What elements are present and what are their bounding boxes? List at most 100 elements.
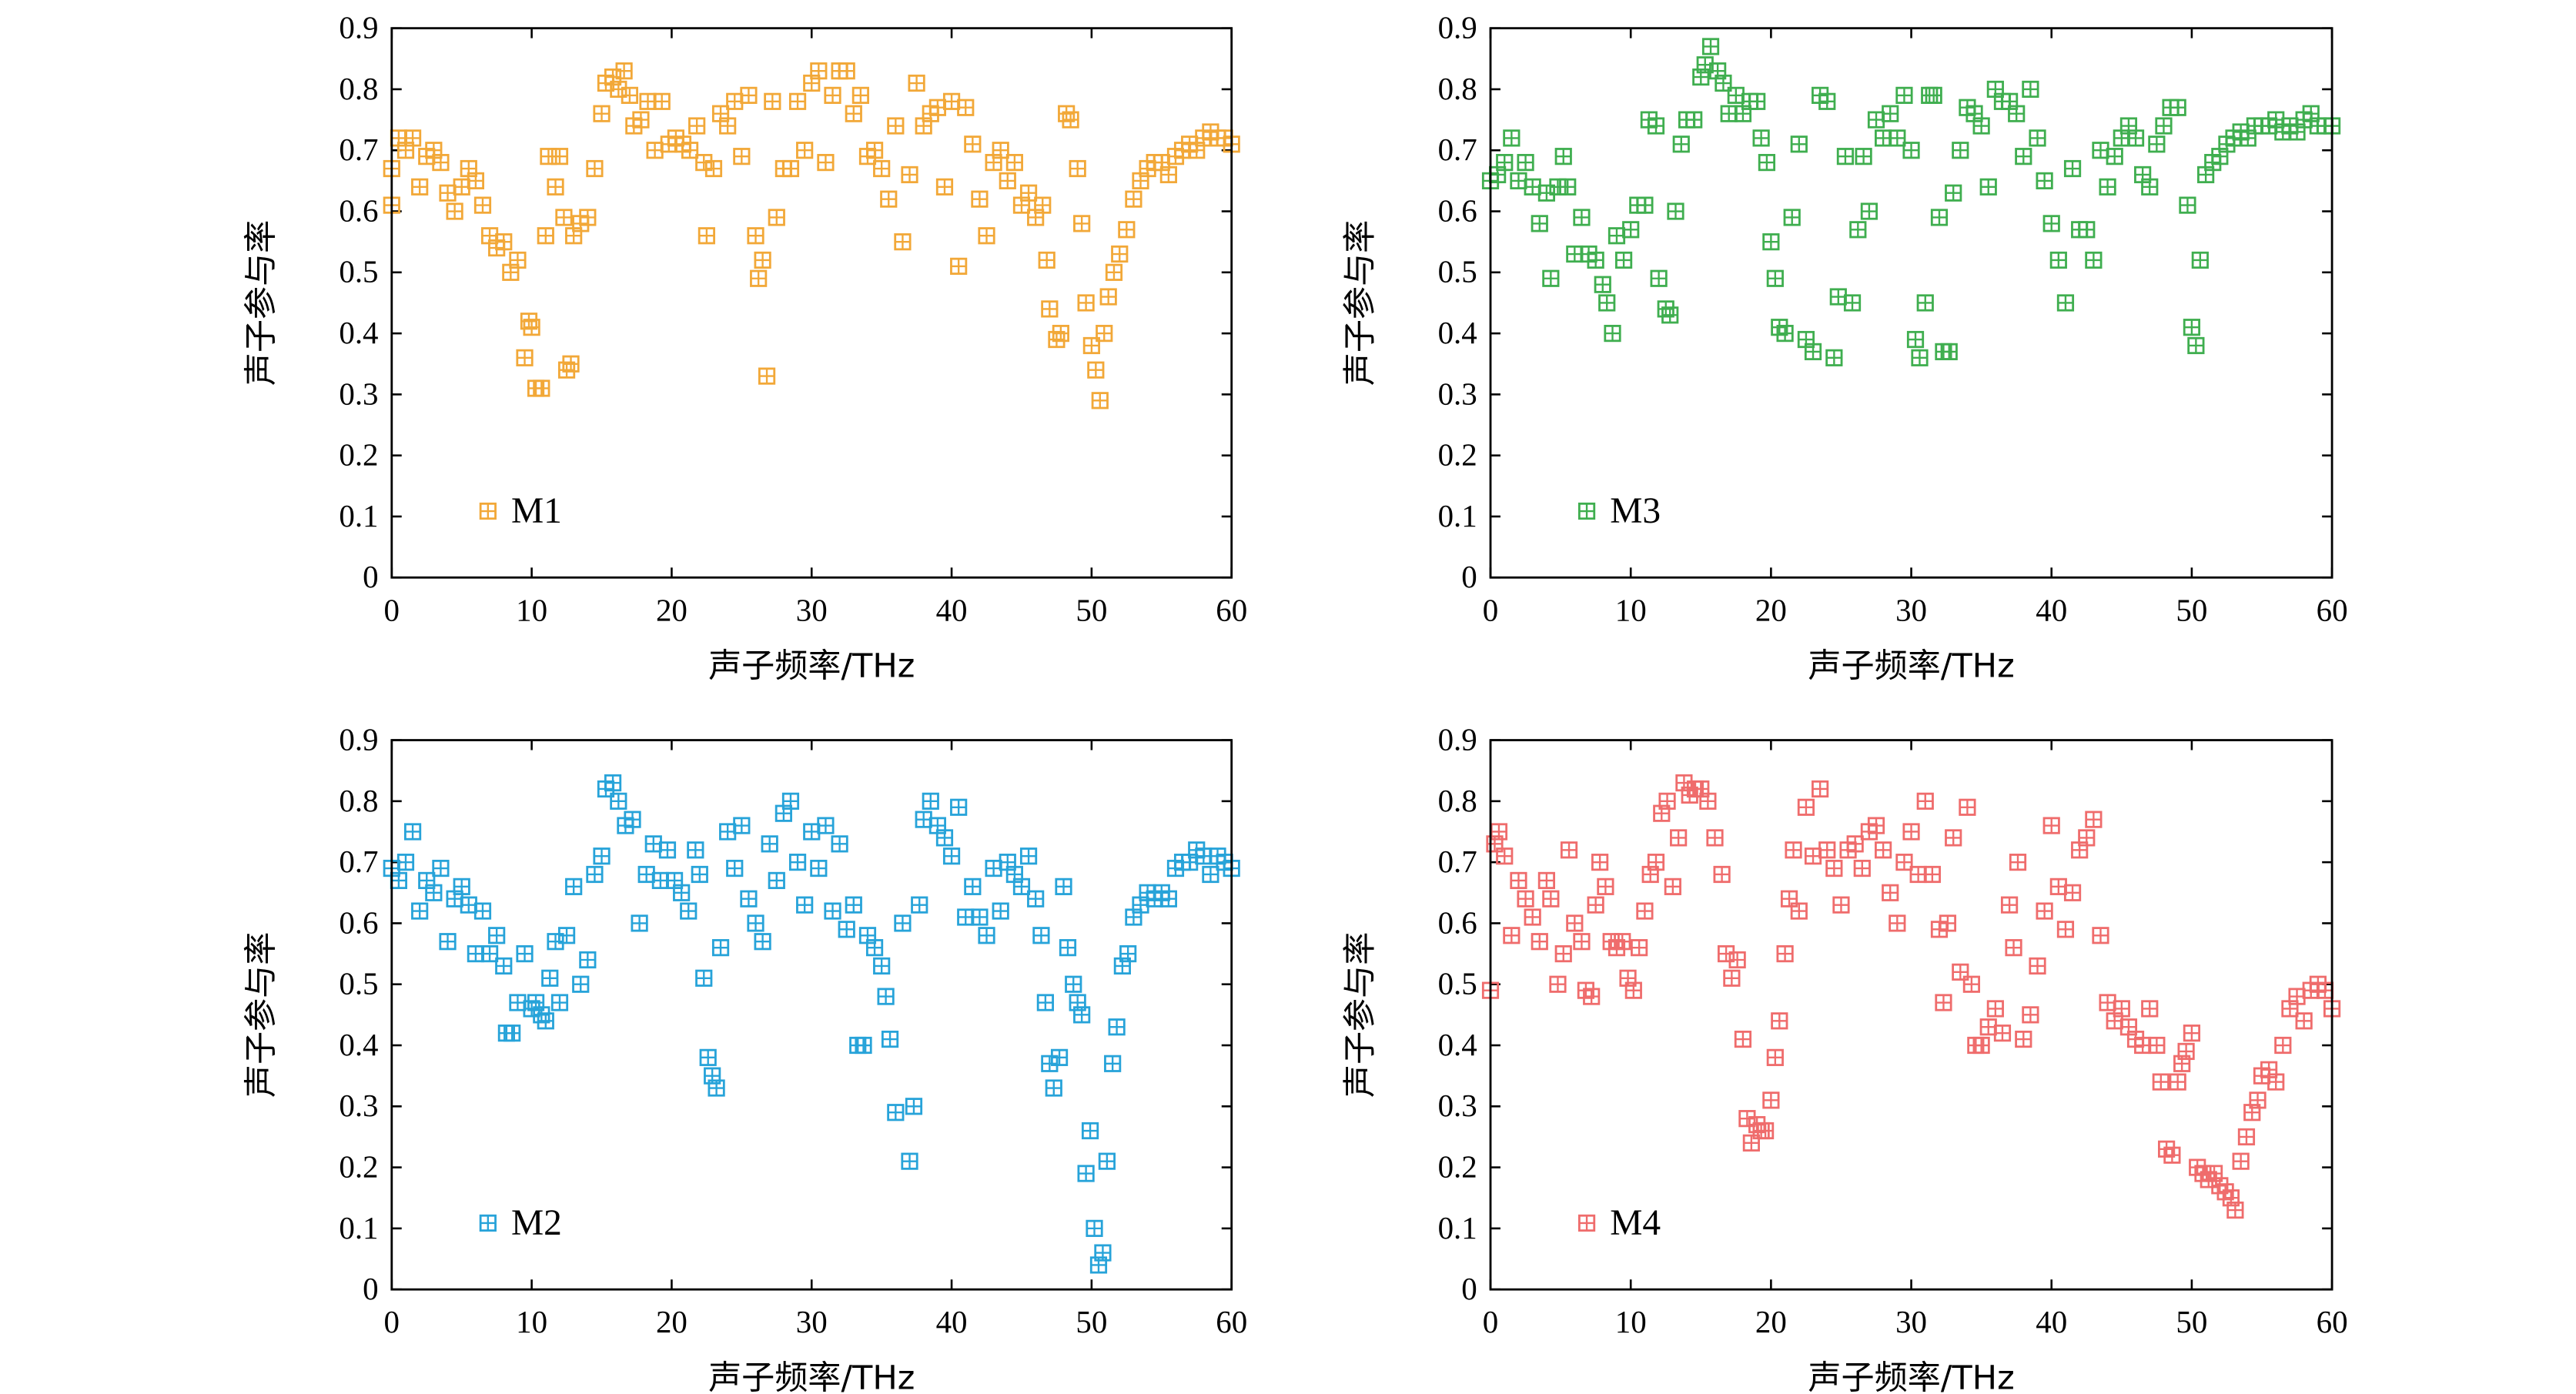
data-point-cross (895, 915, 911, 931)
data-point (831, 835, 848, 853)
data-point (1790, 902, 1808, 920)
data-point (439, 933, 457, 951)
data-point (1566, 245, 1584, 263)
y-tick-label: 0.7 (1438, 844, 1477, 879)
data-point-cross (440, 934, 456, 949)
y-tick-label: 0.1 (1438, 498, 1477, 533)
data-point (2189, 1158, 2206, 1176)
data-point (1780, 890, 1798, 908)
data-point-cross (1532, 934, 1547, 949)
x-tick-label: 0 (384, 1304, 400, 1339)
x-tick-label: 10 (1615, 592, 1647, 627)
data-point (1804, 847, 1822, 865)
data-point (1849, 221, 1867, 239)
data-point-cross (510, 252, 526, 268)
data-point-cross (2239, 1129, 2254, 1145)
data-point (586, 865, 604, 884)
y-tick-label: 0.1 (1438, 1210, 1477, 1245)
data-point (495, 957, 513, 975)
data-point-cross (2184, 1025, 2200, 1041)
data-point (1597, 878, 1614, 895)
data-point (687, 841, 704, 859)
data-point (403, 129, 422, 147)
data-point (1972, 1036, 1990, 1055)
data-point-cross (1567, 915, 1583, 931)
data-point (1086, 1219, 1103, 1237)
data-point-cross (882, 1031, 898, 1047)
data-point (2005, 939, 2022, 957)
data-point-cross (1703, 38, 1718, 55)
data-point-cross (1925, 88, 1942, 103)
data-point-cross (1850, 222, 1866, 238)
data-point (726, 859, 744, 878)
data-point-cross (1099, 1153, 1115, 1169)
data-point (971, 190, 989, 208)
data-point (1734, 1030, 1752, 1048)
data-point-cross (1626, 982, 1641, 998)
data-point-cross (992, 142, 1009, 158)
data-point-cross (504, 1025, 520, 1041)
data-point (1081, 1122, 1099, 1140)
data-point-cross (764, 94, 781, 109)
data-point (695, 969, 713, 987)
y-tick-label: 0 (363, 1271, 378, 1306)
data-point-cross (2086, 811, 2102, 827)
data-point (547, 178, 564, 196)
data-point-cross (1855, 149, 1872, 164)
data-point-cross (754, 252, 771, 268)
data-point-cross (1981, 1019, 1996, 1035)
data-point (1846, 835, 1864, 853)
data-point-cross (874, 161, 889, 176)
data-point-cross (2044, 817, 2059, 834)
data-point-cross (965, 136, 981, 152)
data-point-cross (937, 179, 952, 195)
data-point (964, 878, 982, 895)
data-point (2148, 1036, 2166, 1055)
data-point-cross (496, 958, 511, 974)
panel: 0 0.1 0.2 0.3 0.4 0.5 0.6 0.7 0.8 0.9 0 10 20 30 40 50 6… (1341, 721, 2348, 1394)
data-point-cross (622, 88, 637, 103)
data-point-cross (2128, 130, 2143, 146)
data-point-cross (1855, 861, 1870, 876)
data-point (1818, 841, 1836, 859)
data-point-cross (461, 897, 477, 913)
data-point-cross (2022, 1007, 2039, 1023)
data-point-cross (1903, 824, 1919, 840)
data-point (562, 355, 580, 373)
data-point (425, 884, 443, 901)
data-point-cross (741, 891, 757, 907)
y-tick-label: 0.9 (1438, 10, 1477, 45)
data-point-cross (1052, 1050, 1067, 1065)
data-point-cross (1066, 977, 1081, 992)
data-point-cross (1550, 977, 1566, 992)
data-point (2022, 1006, 2039, 1024)
data-point (1692, 68, 1710, 86)
data-point (1607, 227, 1626, 245)
y-axis-label: 声子参与率 (1341, 220, 1380, 386)
data-point-cross (1014, 879, 1029, 894)
data-point-cross (713, 940, 728, 955)
data-point (1875, 841, 1892, 859)
data-point-cross (2006, 940, 2022, 955)
data-point-cross (1908, 332, 1923, 347)
data-point-cross (1833, 897, 1849, 913)
data-point-cross (646, 836, 661, 852)
data-point (1776, 325, 1794, 343)
plot-frame (390, 739, 1233, 1291)
data-point-cross (958, 909, 973, 925)
data-point-cross (741, 88, 757, 103)
data-point (1065, 975, 1082, 993)
data-point (788, 854, 807, 871)
data-point-cross (1729, 952, 1745, 968)
y-tick-label: 0.7 (339, 844, 378, 879)
data-point (1699, 792, 1717, 810)
data-point-cross (2051, 252, 2066, 268)
data-point-cross (1007, 155, 1022, 170)
data-point (516, 349, 534, 366)
legend-marker (479, 502, 497, 520)
data-point-cross (580, 209, 596, 226)
legend-marker-cross (1579, 503, 1594, 519)
x-tick-label: 50 (1076, 592, 1107, 627)
data-point (1554, 148, 1572, 165)
data-point (851, 86, 869, 104)
